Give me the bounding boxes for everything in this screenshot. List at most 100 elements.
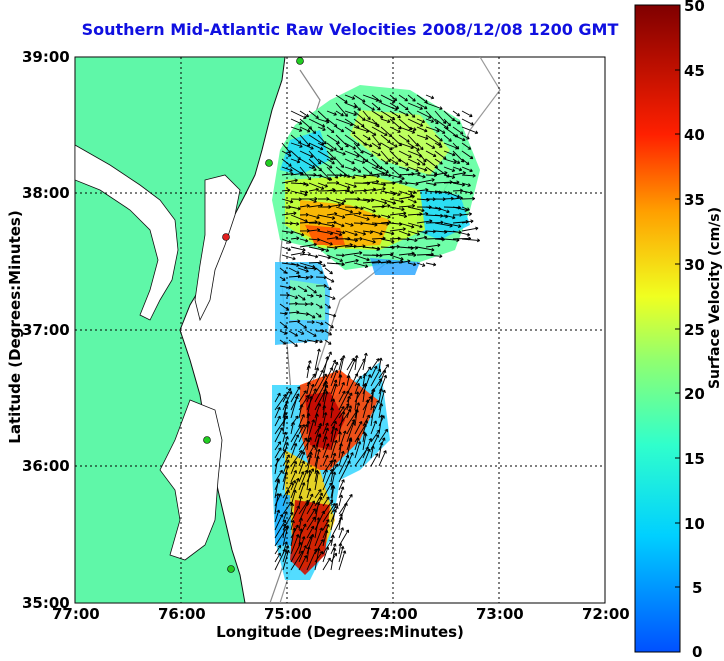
velocity-arrow	[416, 102, 428, 110]
velocity-arrow	[308, 150, 322, 165]
velocity-arrow	[314, 422, 323, 443]
velocity-arrow	[353, 262, 369, 268]
velocity-arrow	[344, 150, 360, 158]
velocity-arrow	[353, 102, 361, 112]
colorbar-tick-label: 50	[684, 0, 705, 15]
velocity-arrow	[299, 238, 309, 243]
velocity-arrow	[282, 549, 290, 571]
velocity-arrow	[370, 368, 381, 387]
velocity-arrow	[308, 166, 317, 171]
velocity-arrow	[362, 126, 377, 136]
velocity-arrow	[461, 238, 480, 243]
velocity-arrow	[338, 545, 345, 563]
velocity-arrow	[326, 187, 336, 192]
velocity-arrow	[461, 173, 476, 178]
velocity-arrow	[452, 230, 471, 237]
velocity-arrow	[378, 389, 386, 411]
velocity-arrow	[335, 94, 348, 104]
velocity-arrow	[461, 196, 476, 201]
velocity-arrow	[297, 321, 307, 329]
velocity-arrow	[330, 407, 335, 419]
velocity-arrow	[274, 509, 281, 523]
velocity-arrow	[306, 469, 312, 491]
velocity-arrow	[416, 230, 428, 235]
velocity-arrow	[290, 534, 300, 555]
map-title: Southern Mid-Atlantic Raw Velocities 200…	[81, 20, 619, 39]
velocity-arrow	[335, 126, 345, 133]
velocity-arrow	[452, 212, 463, 217]
colorbar-tick-label: 10	[684, 515, 705, 533]
velocity-arrow	[315, 267, 324, 274]
x-tick-label: 75:00	[264, 605, 312, 623]
velocity-arrow	[378, 388, 383, 403]
velocity-arrow	[314, 547, 321, 571]
velocity-arrow	[371, 142, 382, 150]
velocity-arrow	[353, 142, 364, 154]
velocity-arrow	[317, 118, 330, 124]
velocity-arrow	[314, 369, 324, 387]
velocity-arrow	[335, 102, 348, 117]
velocity-arrow	[353, 166, 362, 173]
velocity-arrow	[290, 470, 297, 483]
velocity-arrow	[398, 181, 409, 186]
velocity-arrow	[416, 166, 428, 172]
velocity-arrow	[378, 450, 387, 467]
velocity-arrow	[298, 482, 306, 499]
velocity-arrow	[274, 552, 281, 563]
velocity-arrow	[324, 294, 336, 300]
velocity-arrow	[324, 330, 332, 336]
velocity-arrow	[326, 150, 337, 160]
velocity-arrow	[362, 110, 371, 121]
velocity-arrow	[290, 442, 298, 459]
velocity-arrow	[398, 94, 408, 102]
velocity-arrow	[324, 276, 335, 283]
velocity-arrow	[416, 178, 435, 184]
velocity-arrow	[416, 110, 432, 119]
velocity-arrow	[378, 428, 388, 443]
velocity-arrow	[290, 118, 303, 125]
velocity-arrow	[330, 439, 338, 459]
velocity-arrow	[274, 519, 287, 539]
velocity-arrow	[362, 399, 370, 419]
velocity-arrow	[330, 361, 339, 379]
velocity-arrow	[274, 406, 281, 419]
velocity-arrow	[398, 150, 412, 158]
velocity-arrow	[416, 126, 428, 133]
velocity-arrow	[362, 206, 376, 213]
colorbar-tick-label: 45	[684, 62, 705, 80]
velocity-arrow	[308, 214, 320, 220]
velocity-arrow	[326, 211, 338, 216]
velocity-arrow	[344, 126, 356, 135]
velocity-arrow	[306, 451, 313, 475]
velocity-arrow	[335, 253, 345, 258]
velocity-arrow	[308, 254, 319, 259]
velocity-arrow	[306, 302, 314, 306]
velocity-arrow	[398, 158, 409, 166]
velocity-arrow	[335, 198, 347, 203]
velocity-arrow	[407, 222, 423, 229]
velocity-arrow	[338, 403, 350, 419]
colorbar-tick-label: 25	[684, 321, 705, 339]
velocity-arrow	[308, 198, 317, 203]
x-tick-label: 77:00	[52, 605, 100, 623]
velocity-arrow	[274, 427, 284, 443]
velocity-arrow	[344, 230, 358, 237]
colorbar-tick-label: 5	[692, 579, 703, 597]
velocity-arrow	[290, 206, 301, 211]
velocity-arrow	[317, 238, 333, 246]
velocity-arrow	[298, 437, 312, 459]
velocity-arrow	[317, 214, 336, 220]
velocity-arrow	[338, 454, 350, 475]
velocity-arrow	[326, 110, 337, 116]
velocity-arrow	[326, 126, 335, 133]
velocity-arrow	[322, 405, 327, 419]
velocity-arrow	[281, 238, 292, 244]
velocity-arrow	[326, 230, 343, 237]
station-marker	[203, 436, 211, 444]
velocity-arrow	[317, 150, 334, 161]
velocity-arrow	[317, 134, 327, 145]
velocity-arrow	[398, 230, 411, 237]
velocity-arrow	[380, 166, 389, 174]
velocity-arrow	[281, 142, 291, 154]
colorbar-tick-label: 30	[684, 256, 705, 274]
